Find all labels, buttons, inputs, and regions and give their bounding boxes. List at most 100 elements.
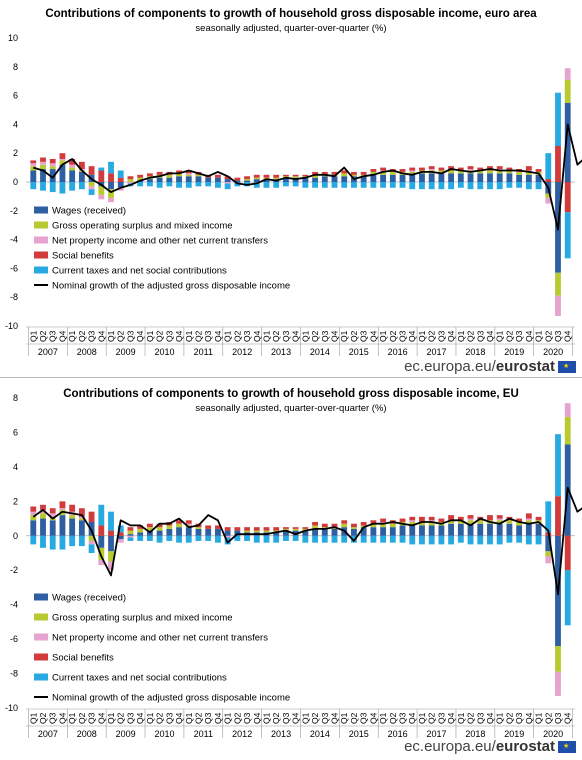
quarter-tick-label: Q3	[242, 712, 252, 724]
bar-segment-0	[312, 528, 318, 536]
bar-segment-1	[78, 518, 85, 521]
bar-segment-4	[428, 535, 435, 545]
bar-segment-3	[341, 170, 348, 174]
bar-segment-2	[30, 511, 37, 516]
bar-segment-0	[506, 173, 513, 182]
year-tick-label: 2018	[465, 729, 485, 739]
y-tick-label: 2	[13, 496, 18, 506]
bar-segment-4	[166, 182, 173, 187]
footer-brand: eurostat	[495, 738, 555, 755]
bar-segment-1	[467, 520, 474, 524]
chart-subtitle: seasonally adjusted, quarter-over-quarte…	[195, 403, 387, 414]
bar-segment-2	[564, 68, 571, 80]
quarter-tick-label: Q1	[28, 712, 38, 724]
bar-segment-2	[98, 559, 105, 566]
quarter-tick-label: Q1	[261, 330, 271, 342]
bar-segment-0	[185, 176, 192, 182]
bar-segment-2	[127, 182, 134, 184]
quarter-tick-label: Q1	[184, 330, 194, 342]
quarter-tick-label: Q3	[475, 330, 485, 342]
quarter-tick-label: Q3	[164, 330, 174, 342]
quarter-tick-label: Q3	[281, 330, 291, 342]
bar-segment-4	[88, 544, 95, 553]
bar-segment-3	[59, 501, 66, 509]
quarter-tick-label: Q4	[446, 330, 456, 342]
y-tick-label: -8	[10, 292, 18, 302]
bar-segment-0	[283, 530, 289, 536]
bar-segment-0	[195, 176, 202, 182]
bar-segment-0	[370, 174, 377, 182]
legend-swatch	[34, 266, 48, 274]
bar-segment-1	[292, 176, 299, 178]
bar-segment-4	[185, 182, 192, 188]
bar-segment-1	[195, 527, 202, 529]
quarter-tick-label: Q1	[339, 330, 349, 342]
bar-segment-0	[59, 164, 66, 182]
bar-segment-1	[263, 530, 270, 533]
bar-segment-1	[370, 523, 377, 528]
bar-segment-4	[146, 182, 153, 187]
bar-segment-3	[88, 166, 95, 175]
bar-segment-1	[564, 416, 571, 445]
quarter-tick-label: Q4	[368, 330, 378, 342]
quarter-tick-label: Q1	[67, 330, 77, 342]
bar-segment-3	[555, 146, 561, 182]
bar-segment-4	[487, 535, 493, 545]
y-tick-label: 2	[13, 148, 18, 158]
bar-segment-2	[40, 509, 46, 514]
bar-segment-3	[273, 174, 280, 178]
quarter-tick-label: Q3	[281, 712, 291, 724]
bar-segment-3	[302, 527, 309, 529]
quarter-tick-label: Q4	[213, 712, 223, 724]
quarter-tick-label: Q4	[252, 330, 262, 342]
legend-label: Net property income and other net curren…	[52, 236, 268, 247]
year-tick-label: 2014	[310, 347, 330, 357]
bar-segment-0	[419, 173, 425, 182]
bar-segment-0	[448, 173, 455, 182]
quarter-tick-label: Q4	[485, 330, 495, 342]
bar-segment-2	[409, 520, 416, 522]
bar-segment-0	[535, 174, 542, 182]
bar-segment-3	[185, 170, 192, 174]
bar-segment-4	[205, 182, 212, 187]
bar-segment-2	[467, 518, 474, 521]
bar-segment-1	[409, 171, 416, 175]
bar-segment-1	[496, 520, 503, 524]
bar-segment-0	[380, 174, 387, 182]
quarter-tick-label: Q2	[155, 712, 165, 724]
bar-segment-0	[312, 177, 318, 182]
y-tick-label: -6	[10, 263, 18, 273]
y-tick-label: 6	[13, 427, 18, 437]
bar-segment-3	[341, 520, 348, 524]
bar-segment-1	[380, 171, 387, 175]
bar-segment-1	[292, 528, 299, 531]
bar-segment-3	[409, 167, 416, 171]
bar-segment-0	[380, 527, 387, 536]
bar-segment-2	[545, 556, 552, 564]
bar-segment-3	[516, 518, 523, 522]
bar-segment-4	[438, 535, 445, 545]
bar-segment-1	[506, 170, 513, 174]
legend-label: Nominal growth of the adjusted gross dis…	[52, 281, 290, 292]
bar-segment-2	[545, 197, 552, 204]
bar-segment-2	[555, 295, 561, 316]
legend-label: Current taxes and net social contributio…	[52, 673, 227, 684]
bar-segment-1	[555, 646, 561, 672]
bar-segment-1	[438, 170, 445, 174]
quarter-tick-label: Q1	[184, 712, 194, 724]
bar-segment-3	[292, 527, 299, 529]
bar-segment-0	[137, 532, 144, 536]
bar-segment-2	[127, 535, 134, 538]
bar-segment-0	[564, 102, 571, 182]
bar-segment-4	[302, 535, 309, 543]
bar-segment-3	[244, 176, 250, 180]
year-tick-label: 2016	[388, 729, 408, 739]
bar-segment-3	[40, 157, 46, 162]
bar-segment-3	[108, 173, 114, 182]
bar-segment-4	[380, 535, 387, 543]
bar-segment-4	[477, 535, 484, 545]
bar-segment-1	[176, 523, 182, 528]
chart-panel-euro-area: Contributions of components to growth of…	[0, 0, 582, 378]
quarter-tick-label: Q4	[407, 330, 417, 342]
bar-segment-4	[399, 535, 406, 543]
